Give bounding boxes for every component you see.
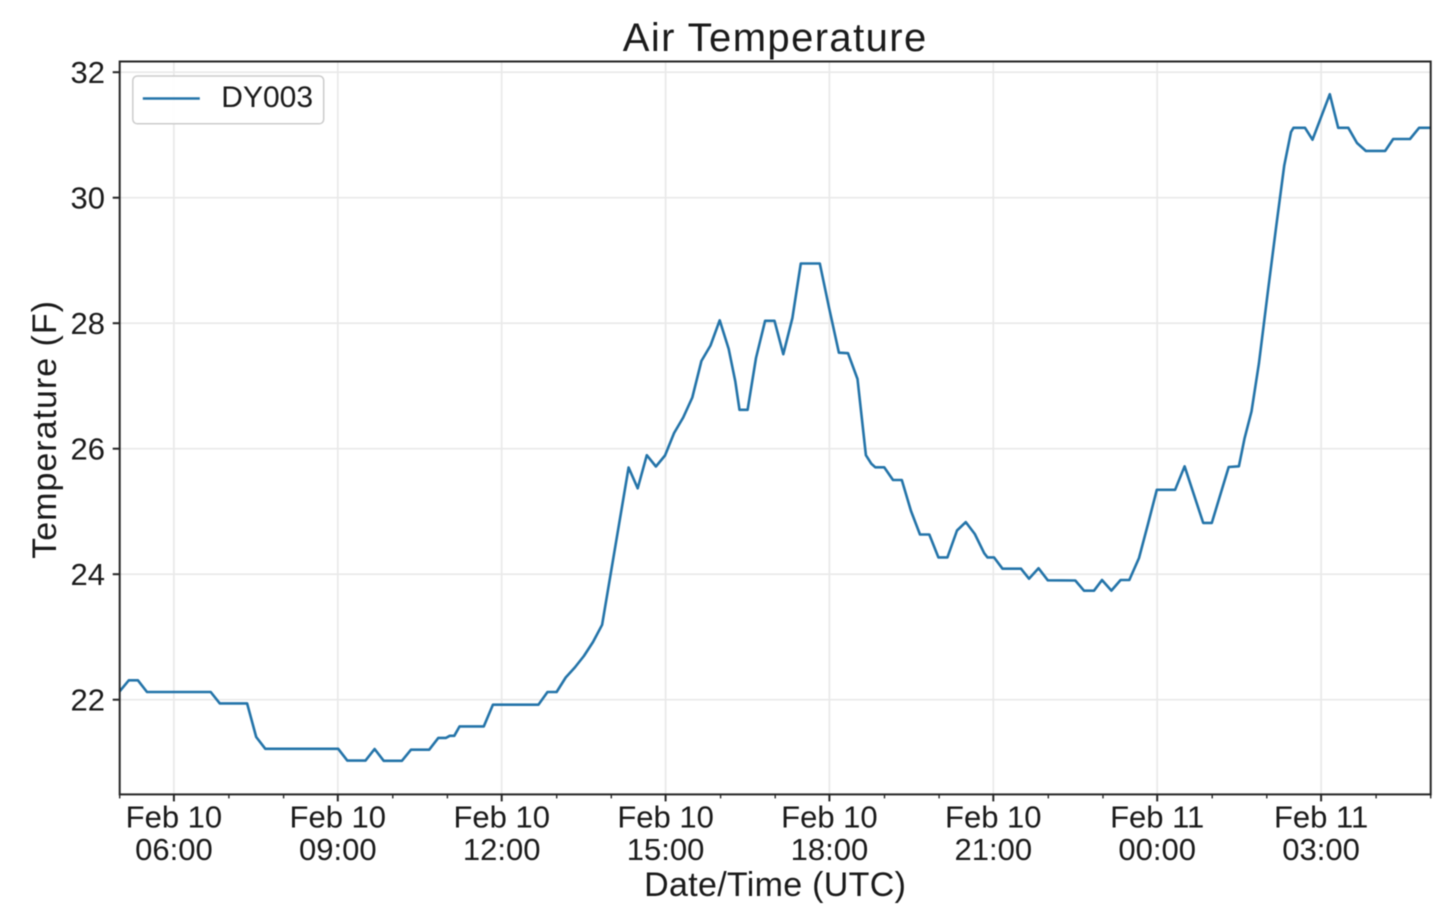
svg-text:DY003: DY003 xyxy=(221,81,313,114)
svg-text:Air Temperature: Air Temperature xyxy=(623,16,928,60)
svg-text:22: 22 xyxy=(71,682,105,717)
svg-text:30: 30 xyxy=(71,180,105,215)
svg-text:03:00: 03:00 xyxy=(1282,832,1360,867)
svg-text:Feb 10: Feb 10 xyxy=(126,800,223,835)
svg-text:12:00: 12:00 xyxy=(463,832,541,867)
svg-text:Feb 10: Feb 10 xyxy=(781,800,878,835)
svg-text:21:00: 21:00 xyxy=(955,832,1033,867)
svg-text:06:00: 06:00 xyxy=(135,832,213,867)
svg-text:Feb 10: Feb 10 xyxy=(290,800,387,835)
svg-text:18:00: 18:00 xyxy=(791,832,869,867)
svg-text:Feb 11: Feb 11 xyxy=(1274,800,1368,835)
svg-text:24: 24 xyxy=(71,557,105,592)
svg-text:Feb 10: Feb 10 xyxy=(945,800,1042,835)
svg-text:Date/Time (UTC): Date/Time (UTC) xyxy=(644,866,906,904)
svg-text:Feb 10: Feb 10 xyxy=(617,800,714,835)
svg-text:Feb 10: Feb 10 xyxy=(453,800,550,835)
svg-text:28: 28 xyxy=(71,306,105,341)
svg-text:09:00: 09:00 xyxy=(299,832,377,867)
svg-text:Temperature (F): Temperature (F) xyxy=(26,300,64,559)
svg-text:32: 32 xyxy=(71,55,105,90)
svg-text:Feb 11: Feb 11 xyxy=(1110,800,1204,835)
svg-text:00:00: 00:00 xyxy=(1118,832,1196,867)
svg-text:26: 26 xyxy=(71,431,105,466)
svg-text:15:00: 15:00 xyxy=(627,832,705,867)
